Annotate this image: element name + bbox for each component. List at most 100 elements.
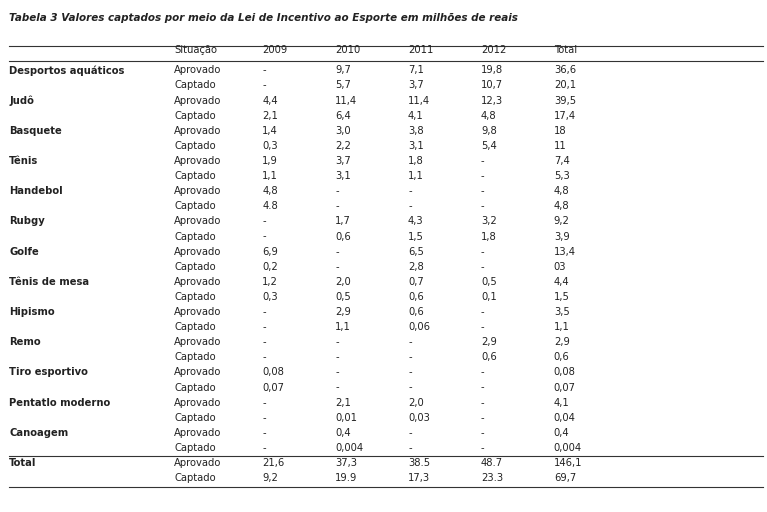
Text: 3,8: 3,8 [408, 126, 423, 136]
Text: Captado: Captado [174, 262, 216, 272]
Text: 2009: 2009 [262, 46, 288, 55]
Text: -: - [481, 428, 485, 438]
Text: -: - [262, 398, 266, 408]
Text: 1,8: 1,8 [408, 156, 424, 166]
Text: 3,2: 3,2 [481, 217, 497, 226]
Text: -: - [262, 231, 266, 242]
Text: Basquete: Basquete [9, 126, 62, 136]
Text: Aprovado: Aprovado [174, 398, 222, 408]
Text: 0,5: 0,5 [335, 292, 351, 302]
Text: -: - [481, 262, 485, 272]
Text: 36,6: 36,6 [554, 66, 576, 75]
Text: Captado: Captado [174, 473, 216, 483]
Text: 0,08: 0,08 [554, 368, 576, 377]
Text: -: - [262, 217, 266, 226]
Text: Pentatlo moderno: Pentatlo moderno [9, 398, 110, 408]
Text: -: - [262, 307, 266, 317]
Text: -: - [408, 382, 412, 393]
Text: 6,9: 6,9 [262, 247, 278, 257]
Text: 3,0: 3,0 [335, 126, 351, 136]
Text: 9,2: 9,2 [262, 473, 278, 483]
Text: 4,8: 4,8 [554, 201, 569, 211]
Text: 23.3: 23.3 [481, 473, 503, 483]
Text: Tênis de mesa: Tênis de mesa [9, 277, 89, 287]
Text: 3,1: 3,1 [335, 171, 351, 181]
Text: -: - [262, 337, 266, 347]
Text: Aprovado: Aprovado [174, 458, 222, 468]
Text: 2,0: 2,0 [335, 277, 351, 287]
Text: 5,7: 5,7 [335, 80, 351, 91]
Text: 0,01: 0,01 [335, 413, 357, 423]
Text: 0,07: 0,07 [262, 382, 285, 393]
Text: 6,4: 6,4 [335, 111, 351, 121]
Text: 0,4: 0,4 [335, 428, 351, 438]
Text: 21,6: 21,6 [262, 458, 285, 468]
Text: 17,3: 17,3 [408, 473, 430, 483]
Text: 146,1: 146,1 [554, 458, 582, 468]
Text: -: - [262, 80, 266, 91]
Text: 18: 18 [554, 126, 566, 136]
Text: 5,4: 5,4 [481, 141, 497, 151]
Text: 0,06: 0,06 [408, 322, 430, 332]
Text: Aprovado: Aprovado [174, 66, 222, 75]
Text: Tênis: Tênis [9, 156, 38, 166]
Text: -: - [262, 322, 266, 332]
Text: 2012: 2012 [481, 46, 506, 55]
Text: 2,9: 2,9 [335, 307, 351, 317]
Text: Captado: Captado [174, 231, 216, 242]
Text: 4,8: 4,8 [481, 111, 496, 121]
Text: -: - [335, 352, 339, 362]
Text: -: - [408, 201, 412, 211]
Text: 1,9: 1,9 [262, 156, 278, 166]
Text: 3,1: 3,1 [408, 141, 424, 151]
Text: -: - [335, 201, 339, 211]
Text: 1,2: 1,2 [262, 277, 278, 287]
Text: Total: Total [554, 46, 577, 55]
Text: 03: 03 [554, 262, 566, 272]
Text: 3,5: 3,5 [554, 307, 570, 317]
Text: -: - [408, 368, 412, 377]
Text: 3,9: 3,9 [554, 231, 570, 242]
Text: 0,6: 0,6 [554, 352, 570, 362]
Text: Aprovado: Aprovado [174, 277, 222, 287]
Text: 0,03: 0,03 [408, 413, 430, 423]
Text: 4,1: 4,1 [554, 398, 570, 408]
Text: 0,6: 0,6 [481, 352, 497, 362]
Text: Remo: Remo [9, 337, 41, 347]
Text: Situação: Situação [174, 46, 217, 55]
Text: 0,004: 0,004 [554, 443, 582, 453]
Text: 4,8: 4,8 [554, 186, 569, 196]
Text: 37,3: 37,3 [335, 458, 357, 468]
Text: 4,4: 4,4 [554, 277, 569, 287]
Text: Aprovado: Aprovado [174, 126, 222, 136]
Text: Captado: Captado [174, 111, 216, 121]
Text: 1,7: 1,7 [335, 217, 351, 226]
Text: 0,3: 0,3 [262, 141, 278, 151]
Text: Aprovado: Aprovado [174, 96, 222, 105]
Text: -: - [408, 337, 412, 347]
Text: Captado: Captado [174, 201, 216, 211]
Text: -: - [335, 368, 339, 377]
Text: Hipismo: Hipismo [9, 307, 54, 317]
Text: 17,4: 17,4 [554, 111, 576, 121]
Text: -: - [262, 66, 266, 75]
Text: 2,8: 2,8 [408, 262, 424, 272]
Text: -: - [481, 398, 485, 408]
Text: -: - [481, 413, 485, 423]
Text: -: - [481, 307, 485, 317]
Text: 0,5: 0,5 [481, 277, 497, 287]
Text: 9,2: 9,2 [554, 217, 570, 226]
Text: 4,1: 4,1 [408, 111, 424, 121]
Text: 2010: 2010 [335, 46, 360, 55]
Text: 9,7: 9,7 [335, 66, 351, 75]
Text: Desportos aquáticos: Desportos aquáticos [9, 65, 124, 76]
Text: 13,4: 13,4 [554, 247, 576, 257]
Text: 0,7: 0,7 [408, 277, 424, 287]
Text: Total: Total [9, 458, 37, 468]
Text: -: - [335, 382, 339, 393]
Text: Rubgy: Rubgy [9, 217, 45, 226]
Text: Judô: Judô [9, 95, 34, 106]
Text: 4.8: 4.8 [262, 201, 278, 211]
Text: Captado: Captado [174, 292, 216, 302]
Text: 2,0: 2,0 [408, 398, 424, 408]
